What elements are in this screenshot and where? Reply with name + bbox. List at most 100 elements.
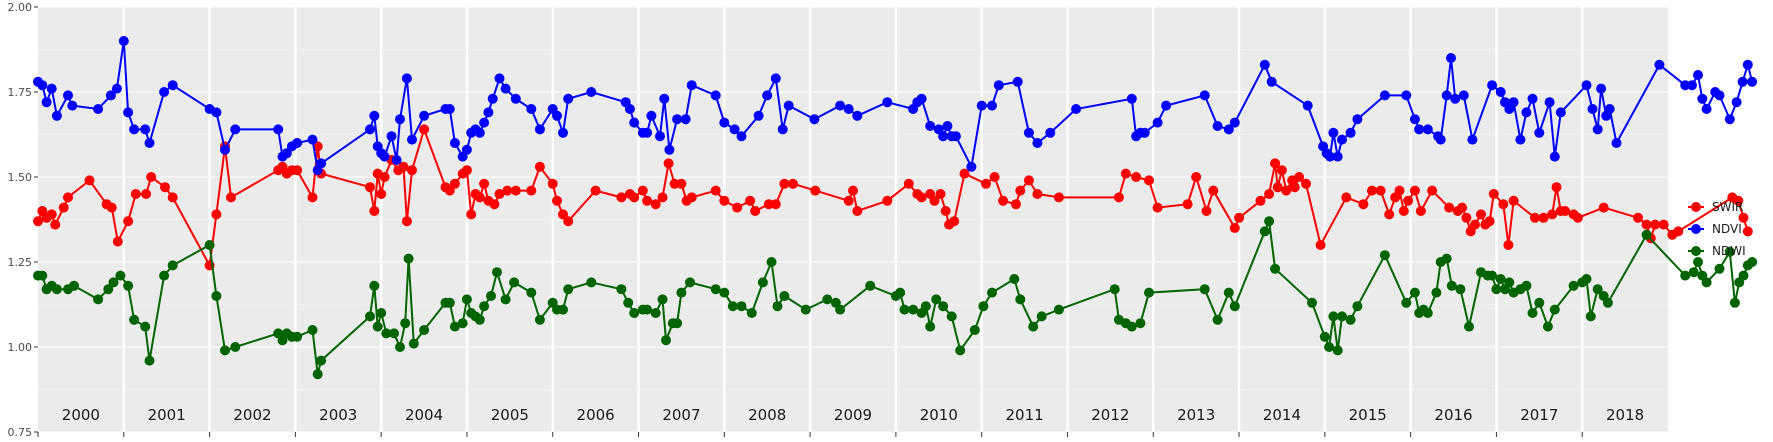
data-point-swir [226,192,236,203]
data-point-ndvi [925,121,936,131]
data-point-swir [935,189,946,199]
data-point-ndvi [680,114,691,125]
data-point-ndwi [1212,314,1223,325]
data-point-ndvi [938,131,949,142]
data-point-ndwi [1109,284,1120,295]
year-label: 2008 [748,406,786,424]
year-label: 2013 [1177,406,1215,424]
data-point-ndvi [729,124,740,135]
series-line-swir [37,126,1749,269]
data-point-swir [929,195,940,206]
data-point-ndvi [487,93,498,104]
data-point-swir [369,206,380,216]
data-point-ndvi [1139,127,1150,138]
data-point-swir [1015,185,1026,196]
data-point-swir [1120,168,1131,179]
data-point-swir [1484,216,1495,227]
data-point-ndvi [1345,127,1356,138]
data-point-ndvi [942,121,953,131]
data-point-swir [732,202,743,213]
data-point-ndvi [1467,134,1478,145]
data-point-ndvi [1229,117,1240,128]
data-point-ndwi [486,291,496,301]
data-point-ndvi [391,155,402,165]
data-point-swir [1547,209,1558,220]
data-point-ndwi [1534,297,1545,308]
year-label: 2015 [1349,406,1387,424]
data-point-swir [1398,206,1409,216]
data-point-swir [123,216,134,227]
data-point-ndwi [1015,294,1026,305]
year-label: 2012 [1091,406,1129,424]
data-point-swir [1011,199,1021,210]
data-point-ndwi [895,287,906,298]
data-point-swir [1658,219,1669,230]
data-point-ndwi [1602,297,1613,308]
data-point-ndvi [1325,151,1335,162]
data-point-swir [444,185,455,196]
data-point-ndvi [1508,97,1519,108]
data-point-ndwi [37,270,48,281]
data-point-ndvi [976,100,987,111]
data-point-ndwi [938,301,949,312]
data-point-ndvi [526,104,537,114]
data-point-ndwi [1455,284,1466,295]
data-point-swir [489,199,500,210]
data-point-ndvi [1422,124,1433,135]
data-point-swir [1457,202,1468,213]
series-line-ndwi [38,217,1753,375]
data-point-ndvi [655,131,665,142]
data-point-swir [1461,212,1472,223]
data-point-ndvi [281,148,292,159]
series-layer [33,36,1758,380]
data-point-ndvi [479,117,490,128]
data-point-ndvi [1161,100,1172,111]
year-label: 2004 [405,406,443,424]
data-point-swir [1144,175,1154,186]
data-point-ndwi [865,280,876,291]
data-point-ndvi [67,100,78,111]
data-point-swir [558,209,568,220]
data-point-swir [1191,172,1202,182]
data-point-swir [686,192,697,203]
data-point-swir [1208,185,1219,196]
data-point-swir [1394,185,1405,196]
year-label: 2009 [834,406,872,424]
data-point-swir [563,216,574,227]
data-point-ndwi [1441,253,1452,264]
data-point-swir [1281,185,1292,196]
data-point-ndwi [1446,280,1457,291]
legend: SWIR NDVI NDWI [1688,200,1746,258]
data-point-swir [1272,182,1283,193]
data-point-ndvi [401,73,412,84]
data-point-ndvi [1701,104,1712,114]
data-point-ndwi [1747,257,1758,267]
data-point-swir [401,216,412,227]
data-point-ndvi [46,83,57,94]
data-point-ndwi [1345,314,1356,325]
data-point-ndvi [646,110,657,121]
data-point-ndwi [395,342,405,352]
data-point-ndwi [987,287,997,298]
data-point-ndvi [111,83,122,94]
data-point-ndwi [365,311,375,322]
data-point-ndvi [444,104,455,114]
year-label: 2017 [1520,406,1558,424]
data-point-swir [407,165,417,176]
data-point-ndvi [1487,80,1498,91]
data-point-swir [843,195,854,206]
data-point-ndvi [51,110,62,121]
data-point-ndwi [1401,297,1412,308]
data-point-ndwi [1549,304,1560,315]
data-point-swir [1444,202,1455,213]
data-point-ndvi [534,124,545,135]
data-point-ndvi [916,93,927,104]
data-point-ndwi [1495,274,1506,284]
y-tick-label: 0.75 [8,426,33,439]
data-point-swir [810,185,821,196]
data-point-swir [1270,158,1281,169]
data-point-ndwi [103,284,114,295]
data-point-ndvi [1337,134,1347,145]
data-point-swir [1301,178,1311,189]
data-point-swir [160,182,170,193]
